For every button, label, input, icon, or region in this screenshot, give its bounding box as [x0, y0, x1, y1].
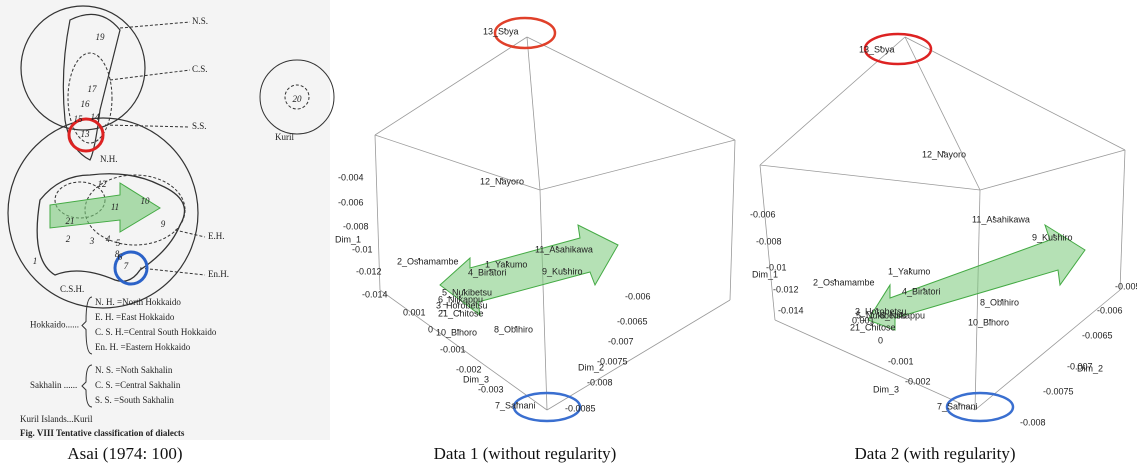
region-label: E.H. — [208, 231, 225, 241]
legend-item: En. H. =Eastern Hokkaido — [95, 342, 191, 352]
map-number: 10 — [141, 196, 151, 206]
region-label: N.H. — [100, 154, 118, 164]
tick-label: -0.008 — [1020, 417, 1046, 427]
figure: Asai (1974: 100) Data 1 (without regulari… — [0, 0, 1137, 467]
map-number: 6 — [118, 252, 123, 262]
legend-item: S. S. =South Sakhalin — [95, 395, 174, 405]
map-number: 3 — [89, 236, 95, 246]
point-label: 12_Nayoro — [480, 176, 524, 186]
tick-label: -0.0065 — [617, 316, 648, 326]
tick-label: -0.008 — [587, 377, 613, 387]
region-label: C.S.H. — [60, 284, 84, 294]
point-label: 2_Oshamambe — [397, 256, 459, 266]
legend-group: Sakhalin ...... — [30, 380, 77, 390]
map-number: 17 — [88, 84, 98, 94]
tick-label: -0.014 — [778, 305, 804, 315]
legend-item: C. S. H.=Central South Hokkaido — [95, 327, 217, 337]
point-label: 10_Bihoro — [968, 317, 1009, 327]
map-number: 1 — [33, 256, 38, 266]
region-label: S.S. — [192, 121, 207, 131]
map-number: 5 — [116, 238, 121, 248]
tick-label: -0.01 — [766, 262, 787, 272]
point-label: 1_Yakumo — [888, 266, 930, 276]
tick-label: -0.012 — [773, 284, 799, 294]
tick-label: -0.0055 — [1115, 281, 1137, 291]
map-number: 14 — [91, 112, 101, 122]
point-label: 7_Samani — [495, 400, 536, 410]
point-label: 7_Samani — [937, 401, 978, 411]
kuril-note: Kuril Islands...Kuril — [20, 414, 93, 424]
tick-label: -0.014 — [362, 289, 388, 299]
cube-frame — [375, 18, 735, 421]
caption: Data 1 (without regularity) — [434, 444, 617, 463]
figure-caption: Fig. VIII Tentative classification of di… — [20, 428, 185, 438]
axis-label: Dim_1 — [335, 234, 361, 244]
tick-label: 0 — [878, 335, 883, 345]
tick-label: 0.001 — [403, 307, 426, 317]
tick-label: -0.002 — [905, 376, 931, 386]
legend-item: E. H. =East Hokkaido — [95, 312, 175, 322]
tick-label: -0.0085 — [565, 403, 596, 413]
tick-label: -0.004 — [338, 172, 364, 182]
map-number: 7 — [124, 261, 129, 271]
tick-label: -0.001 — [440, 344, 466, 354]
point-label: 13_Soya — [483, 26, 519, 36]
point-label: 21_Chitose — [850, 322, 896, 332]
tick-label: -0.001 — [888, 356, 914, 366]
legend-item: N. S. =Noth Sakhalin — [95, 365, 173, 375]
legend-group: Hokkaido...... — [30, 320, 79, 330]
map-number: 12 — [98, 179, 108, 189]
tick-label: -0.008 — [343, 221, 369, 231]
tick-label: -0.003 — [478, 384, 504, 394]
point-label: 4_Biratori — [902, 286, 941, 296]
tick-label: -0.006 — [1097, 305, 1123, 315]
point-label: 11_Asahikawa — [535, 244, 593, 254]
map-number: 11 — [111, 202, 119, 212]
point-label: 21_Chitose — [438, 308, 484, 318]
map-number: 4 — [106, 234, 111, 244]
axis-label: Dim_3 — [463, 374, 489, 384]
point-label: 2_Oshamambe — [813, 277, 875, 287]
tick-label: -0.0075 — [1043, 386, 1074, 396]
tick-label: -0.002 — [456, 364, 482, 374]
caption: Data 2 (with regularity) — [855, 444, 1016, 463]
point-label: 9_Kushiro — [542, 266, 583, 276]
point-label: 12_Nayoro — [922, 149, 966, 159]
point-label: 13_Soya — [859, 44, 895, 54]
caption: Asai (1974: 100) — [67, 444, 182, 463]
point-label: 5_Nukibetsu — [856, 310, 906, 320]
tick-label: 0 — [428, 324, 433, 334]
region-label: C.S. — [192, 64, 208, 74]
legend-item: C. S. =Central Sakhalin — [95, 380, 181, 390]
tick-label: -0.007 — [608, 336, 634, 346]
point-label: 10_Bihoro — [436, 327, 477, 337]
tick-label: -0.012 — [356, 266, 382, 276]
tick-label: -0.01 — [352, 244, 373, 254]
map-number: 13 — [81, 129, 91, 139]
legend-item: N. H. =North Hokkaido — [95, 297, 181, 307]
point-label: 8_Obihiro — [980, 297, 1019, 307]
tick-label: -0.006 — [338, 197, 364, 207]
map-number: 20 — [293, 94, 303, 104]
point-label: 11_Asahikawa — [972, 214, 1030, 224]
region-label: En.H. — [208, 269, 229, 279]
map-number: 2 — [66, 234, 71, 244]
axis-label: Dim_3 — [873, 384, 899, 394]
map-number: 16 — [81, 99, 91, 109]
region-label: N.S. — [192, 16, 208, 26]
region-label: Kuril — [275, 132, 294, 142]
tick-label: -0.006 — [750, 209, 776, 219]
tick-label: -0.0075 — [597, 356, 628, 366]
map-number: 21 — [66, 216, 75, 226]
tick-label: -0.008 — [756, 236, 782, 246]
tick-label: -0.0065 — [1082, 330, 1113, 340]
tick-label: -0.006 — [625, 291, 651, 301]
point-label: 4_Biratori — [468, 267, 507, 277]
point-label: 9_Kushiro — [1032, 232, 1073, 242]
map-number: 15 — [74, 114, 84, 124]
tick-label: -0.007 — [1067, 361, 1093, 371]
point-label: 8_Obihiro — [494, 324, 533, 334]
map-number: 19 — [96, 32, 106, 42]
map-number: 9 — [161, 219, 166, 229]
